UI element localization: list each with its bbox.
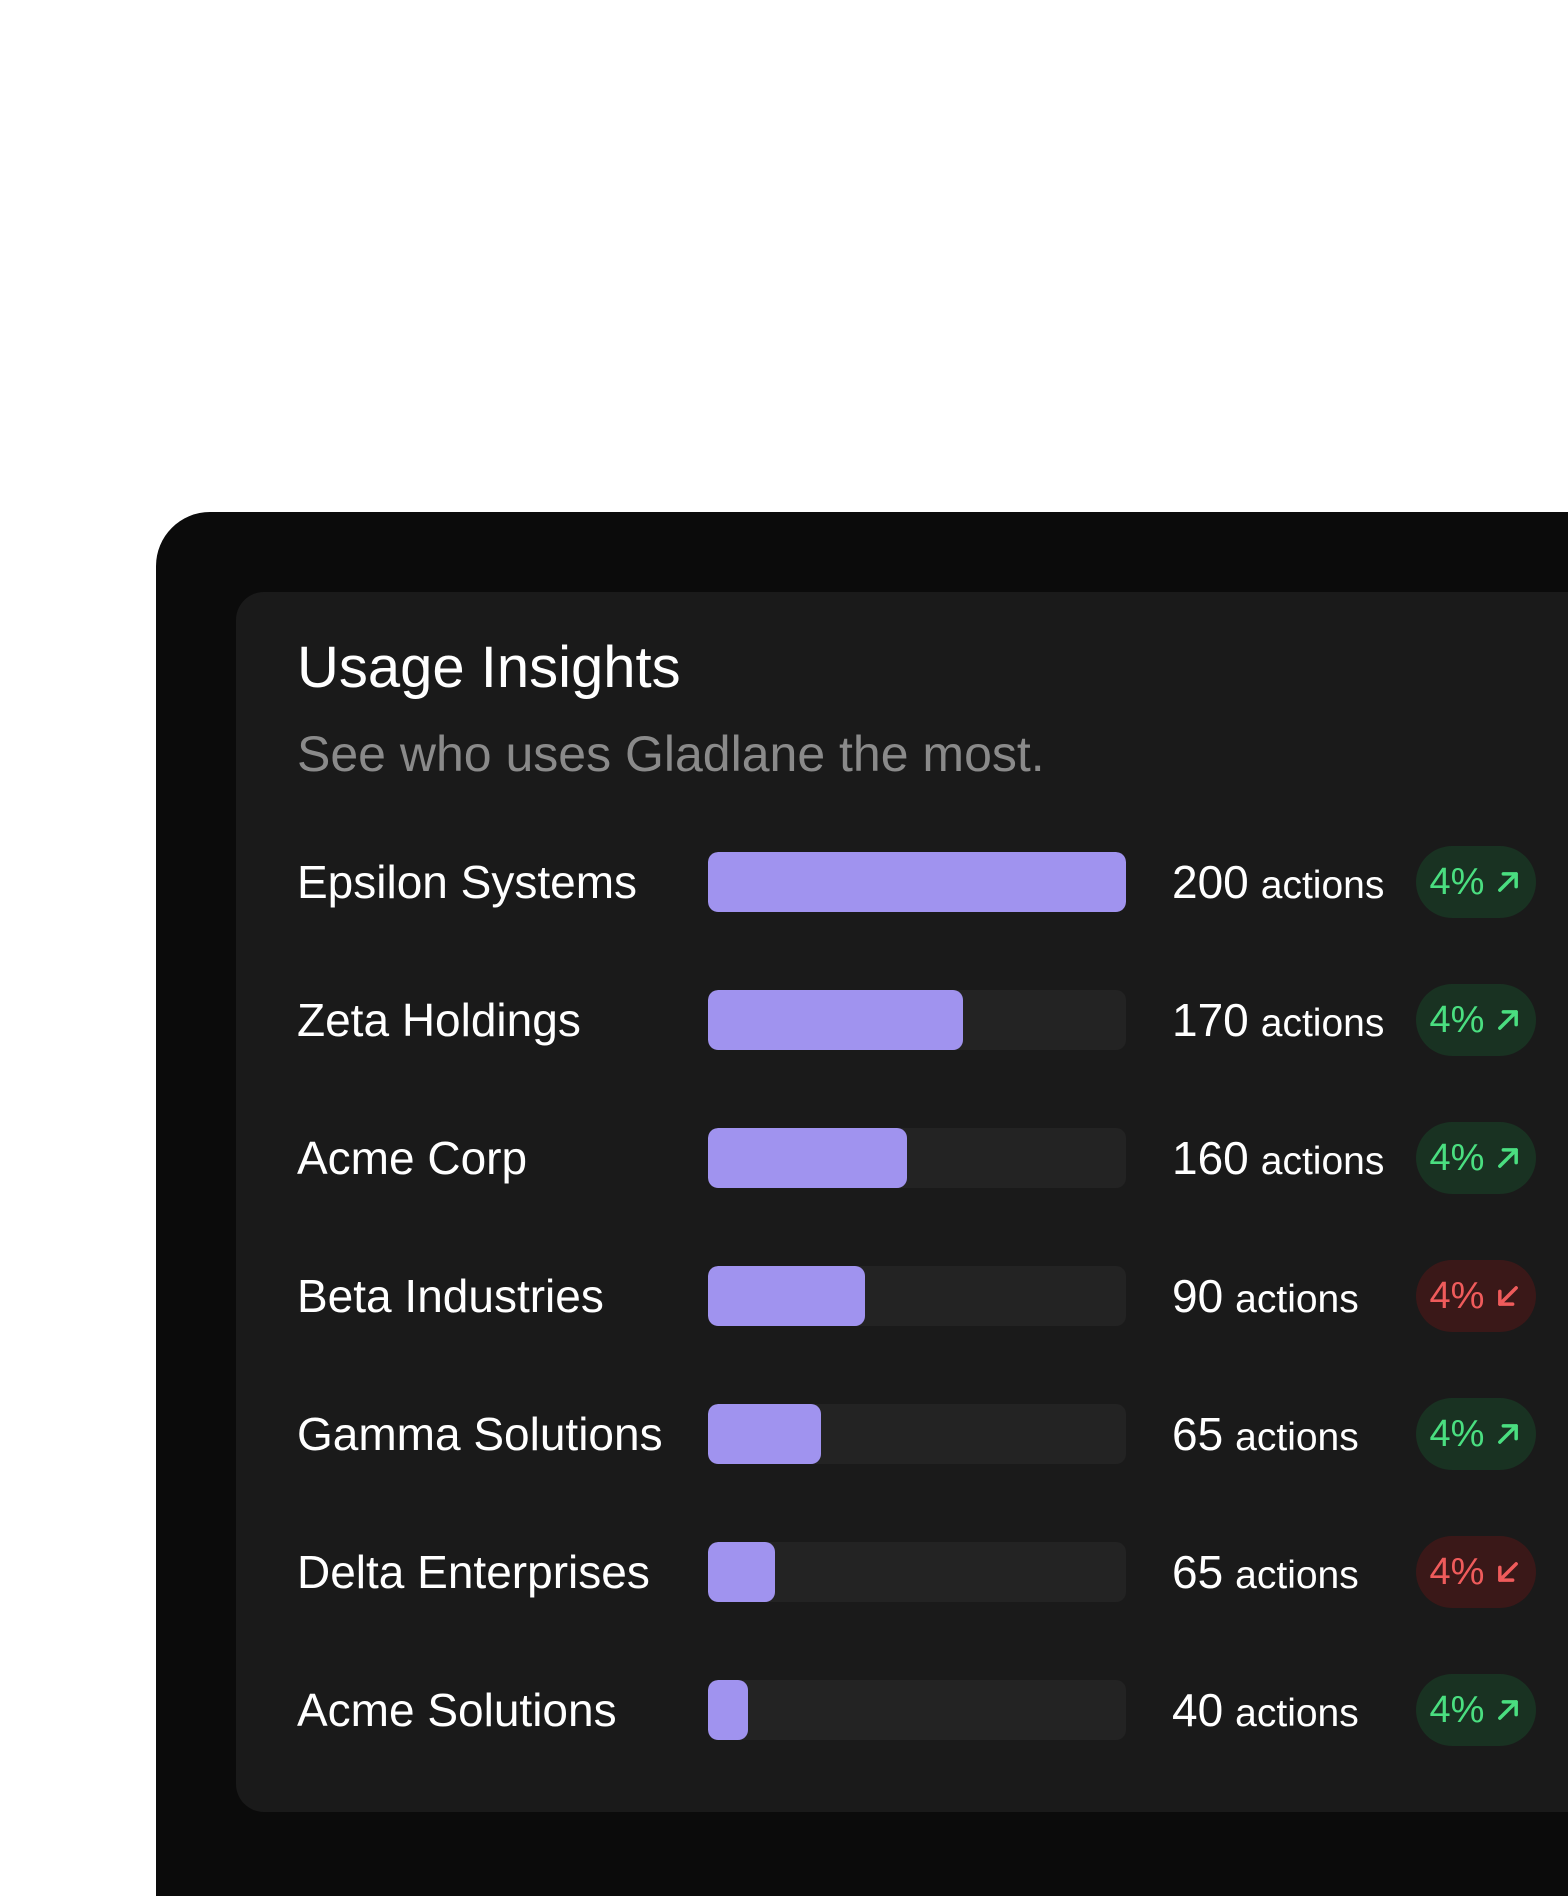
company-name: Zeta Holdings	[297, 994, 581, 1046]
trend-percent: 4%	[1429, 1136, 1485, 1179]
trend-percent: 4%	[1429, 1412, 1485, 1455]
action-count: 90 actions	[1172, 1269, 1359, 1323]
action-count: 40 actions	[1172, 1683, 1359, 1737]
usage-row-3[interactable]: Acme Corp 160 actions 4%	[236, 1122, 1568, 1194]
trend-badge: 4%	[1416, 1122, 1536, 1194]
action-count-value: 65	[1172, 1408, 1224, 1460]
trend-percent: 4%	[1429, 1550, 1485, 1593]
arrow-up-right-icon	[1494, 1696, 1522, 1724]
usage-row-1[interactable]: Epsilon Systems 200 actions 4%	[236, 846, 1568, 918]
app-frame: Usage Insights See who uses Gladlane the…	[156, 512, 1568, 1896]
trend-percent: 4%	[1429, 1274, 1485, 1317]
action-count-value: 65	[1172, 1546, 1224, 1598]
trend-badge: 4%	[1416, 1398, 1536, 1470]
usage-bar-track	[708, 990, 1126, 1050]
trend-badge: 4%	[1416, 1536, 1536, 1608]
company-name: Delta Enterprises	[297, 1546, 650, 1598]
usage-bar-track	[708, 1542, 1126, 1602]
company-name: Beta Industries	[297, 1270, 604, 1322]
usage-bar-fill	[708, 852, 1126, 912]
usage-bar-fill	[708, 1404, 821, 1464]
trend-percent: 4%	[1429, 860, 1485, 903]
usage-row-5[interactable]: Gamma Solutions 65 actions 4%	[236, 1398, 1568, 1470]
action-count-value: 40	[1172, 1684, 1224, 1736]
arrow-up-right-icon	[1494, 1144, 1522, 1172]
usage-row-7[interactable]: Acme Solutions 40 actions 4%	[236, 1674, 1568, 1746]
company-name: Acme Solutions	[297, 1684, 617, 1736]
company-name: Gamma Solutions	[297, 1408, 663, 1460]
action-count: 65 actions	[1172, 1545, 1359, 1599]
company-name: Epsilon Systems	[297, 856, 638, 908]
trend-badge: 4%	[1416, 846, 1536, 918]
arrow-up-right-icon	[1494, 1420, 1522, 1448]
action-count: 200 actions	[1172, 855, 1384, 909]
action-count: 65 actions	[1172, 1407, 1359, 1461]
usage-row-4[interactable]: Beta Industries 90 actions 4%	[236, 1260, 1568, 1332]
trend-percent: 4%	[1429, 1688, 1485, 1731]
usage-bar-track	[708, 1404, 1126, 1464]
action-count-value: 90	[1172, 1270, 1224, 1322]
arrow-up-right-icon	[1494, 1006, 1522, 1034]
usage-row-6[interactable]: Delta Enterprises 65 actions 4%	[236, 1536, 1568, 1608]
usage-bar-track	[708, 1128, 1126, 1188]
trend-percent: 4%	[1429, 998, 1485, 1041]
action-count: 160 actions	[1172, 1131, 1384, 1185]
action-count-value: 160	[1172, 1132, 1249, 1184]
action-count-unit: actions	[1260, 864, 1385, 907]
arrow-up-right-icon	[1494, 868, 1522, 896]
arrow-down-left-icon	[1494, 1558, 1522, 1586]
trend-badge: 4%	[1416, 1260, 1536, 1332]
action-count-unit: actions	[1260, 1002, 1385, 1045]
usage-row-2[interactable]: Zeta Holdings 170 actions 4%	[236, 984, 1568, 1056]
usage-bar-track	[708, 1266, 1126, 1326]
card-title: Usage Insights	[297, 635, 681, 700]
action-count: 170 actions	[1172, 993, 1384, 1047]
action-count-unit: actions	[1260, 1140, 1385, 1183]
usage-bar-fill	[708, 1266, 865, 1326]
company-name: Acme Corp	[297, 1132, 528, 1184]
action-count-value: 170	[1172, 994, 1249, 1046]
action-count-value: 200	[1172, 856, 1249, 908]
action-count-unit: actions	[1235, 1692, 1359, 1735]
action-count-unit: actions	[1235, 1278, 1359, 1321]
usage-bar-fill	[708, 990, 963, 1050]
usage-bar-track	[708, 852, 1126, 912]
usage-bar-fill	[708, 1542, 775, 1602]
card-subtitle: See who uses Gladlane the most.	[297, 726, 1045, 782]
usage-insights-card: Usage Insights See who uses Gladlane the…	[236, 592, 1568, 1812]
usage-bar-fill	[708, 1128, 907, 1188]
trend-badge: 4%	[1416, 1674, 1536, 1746]
trend-badge: 4%	[1416, 984, 1536, 1056]
usage-bar-track	[708, 1680, 1126, 1740]
usage-bar-fill	[708, 1680, 748, 1740]
action-count-unit: actions	[1235, 1416, 1359, 1459]
arrow-down-left-icon	[1494, 1282, 1522, 1310]
action-count-unit: actions	[1235, 1554, 1359, 1597]
